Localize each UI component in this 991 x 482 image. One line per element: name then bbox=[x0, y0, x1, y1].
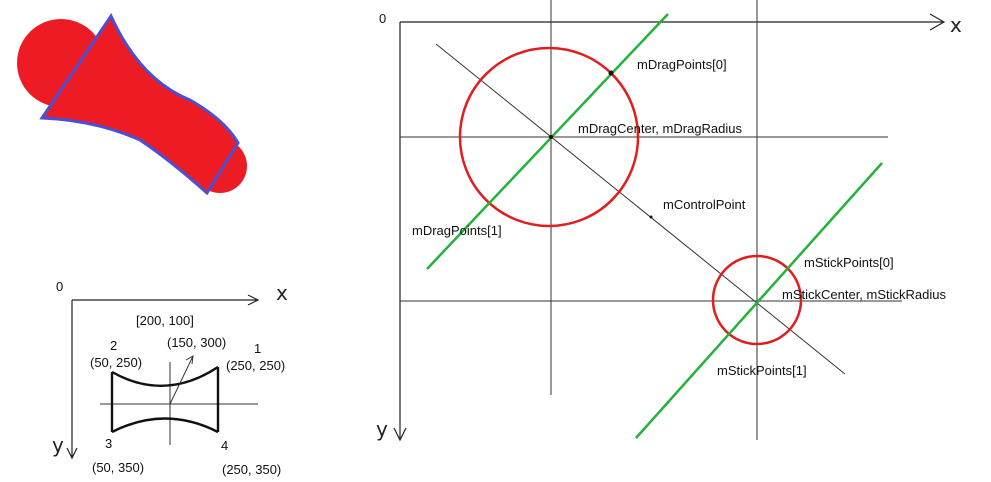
control-point-label: mControlPoint bbox=[663, 197, 746, 212]
center-connector-line bbox=[435, 43, 846, 375]
drag-center-marker bbox=[549, 135, 553, 139]
stick-point-0-label: mStickPoints[0] bbox=[804, 255, 894, 270]
small-bezier-top bbox=[111, 365, 219, 388]
large-axis-y-label: y bbox=[376, 417, 388, 441]
sticky-outline bbox=[39, 12, 240, 196]
drag-point-0-marker bbox=[608, 70, 614, 76]
small-axis-origin-label: 0 bbox=[56, 279, 63, 294]
point-4-coord: (250, 350) bbox=[222, 462, 281, 477]
small-coordinate-diagram: 0 x y [200, 100] (150, 300) 1 (250, 250)… bbox=[52, 279, 288, 477]
stick-center-label: mStickCenter, mStickRadius bbox=[782, 287, 946, 302]
small-axis-y-label: y bbox=[52, 433, 64, 457]
stick-point-1-label: mStickPoints[1] bbox=[717, 363, 807, 378]
large-axis-origin-label: 0 bbox=[379, 11, 386, 26]
point-4-number: 4 bbox=[221, 438, 228, 453]
drag-point-1-label: mDragPoints[1] bbox=[412, 223, 502, 238]
drag-circle bbox=[458, 46, 640, 228]
sticky-shape-illustration bbox=[17, 12, 247, 196]
large-x-axis bbox=[400, 13, 946, 31]
stick-tangent-line bbox=[635, 162, 883, 439]
large-axis-x-label: x bbox=[950, 13, 962, 37]
control-point-marker bbox=[649, 215, 653, 219]
small-y-axis bbox=[66, 300, 78, 460]
point-2-number: 2 bbox=[110, 338, 117, 353]
drag-point-0-label: mDragPoints[0] bbox=[637, 57, 727, 72]
point-2-coord: (50, 250) bbox=[90, 355, 142, 370]
small-center-label: [200, 100] bbox=[136, 313, 194, 328]
large-y-axis bbox=[393, 22, 407, 442]
small-axis-x-label: x bbox=[276, 281, 288, 305]
drag-tangent-line bbox=[426, 13, 669, 270]
sticky-body bbox=[42, 16, 238, 193]
drag-center-label: mDragCenter, mDragRadius bbox=[578, 121, 743, 136]
small-control-label: (150, 300) bbox=[167, 335, 226, 350]
stick-circle bbox=[711, 254, 803, 346]
point-1-coord: (250, 250) bbox=[226, 358, 285, 373]
point-3-number: 3 bbox=[105, 436, 112, 451]
large-coordinate-diagram: 0 x y mDragPoints[0] mDragCenter, mDragR… bbox=[376, 0, 962, 442]
small-control-arrow bbox=[169, 355, 194, 405]
small-bezier-bottom bbox=[111, 417, 219, 434]
point-3-coord: (50, 350) bbox=[92, 460, 144, 475]
point-1-number: 1 bbox=[254, 341, 261, 356]
small-x-axis bbox=[72, 294, 260, 306]
